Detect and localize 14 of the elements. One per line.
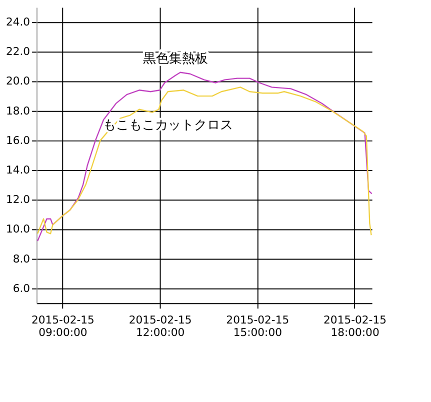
x-tick-label: 2015-02-15 12:00:00	[128, 313, 192, 340]
y-tick-label: 16.0	[6, 134, 30, 147]
x-tick-label: 2015-02-15 18:00:00	[324, 313, 386, 340]
y-tick-label: 14.0	[6, 163, 30, 176]
y-tick-label: 18.0	[6, 104, 30, 118]
x-tick-label: 2015-02-15 15:00:00	[226, 313, 290, 340]
y-tick-label: 8.0	[12, 252, 30, 266]
y-tick-label: 20.0	[6, 74, 30, 88]
y-tick-label: 10.0	[6, 222, 30, 236]
y-tick-label: 6.0	[12, 282, 30, 295]
y-tick-label: 22.0	[6, 45, 30, 58]
y-tick-label: 24.0	[6, 16, 30, 29]
y-tick-label: 12.0	[6, 193, 30, 206]
x-tick-label: 2015-02-15 09:00:00	[31, 313, 94, 340]
